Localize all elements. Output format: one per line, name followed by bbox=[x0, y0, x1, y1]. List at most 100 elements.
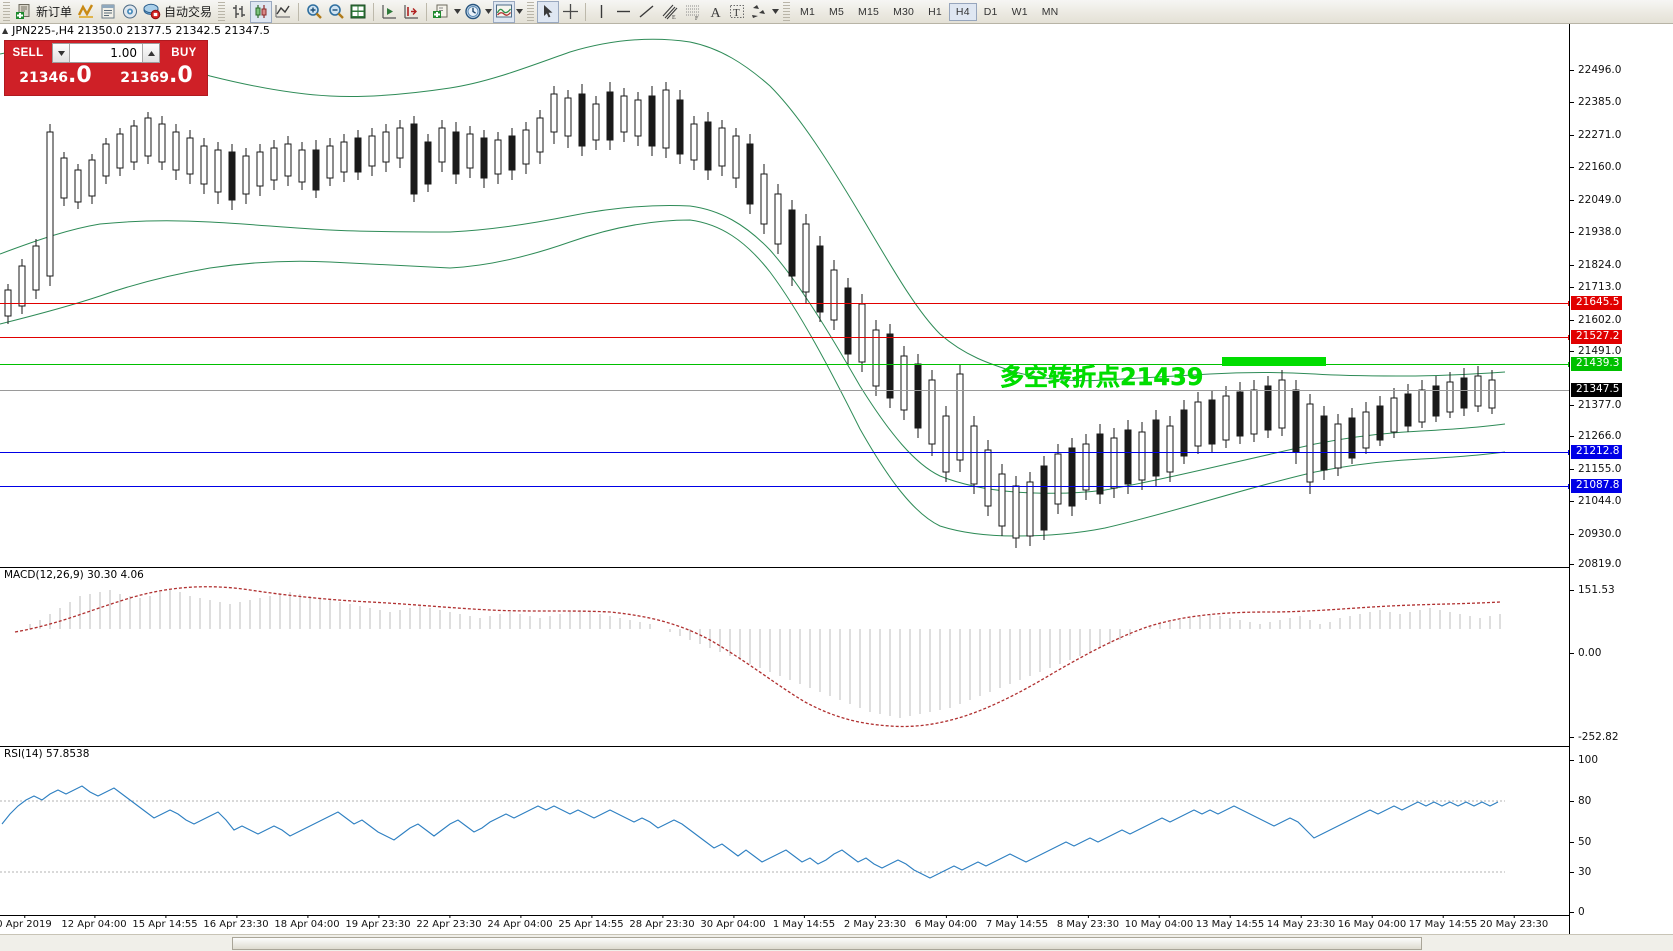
timeframe-m5[interactable]: M5 bbox=[829, 5, 845, 18]
fibonacci-icon[interactable]: F bbox=[681, 1, 704, 23]
level-line-21527[interactable] bbox=[0, 335, 1573, 340]
data-window-icon[interactable] bbox=[97, 1, 119, 23]
time-tick: 18 Apr 04:00 bbox=[274, 915, 340, 930]
text-icon[interactable]: A bbox=[704, 1, 726, 23]
text-label-icon[interactable]: T bbox=[726, 1, 748, 23]
buy-price-decimal: .0 bbox=[169, 63, 193, 88]
sell-price-integer: 21346 bbox=[19, 70, 69, 86]
candlestick-chart-icon[interactable] bbox=[250, 0, 273, 23]
toolbar-grip-4[interactable] bbox=[783, 1, 791, 22]
price-badge-last: 21347.5 bbox=[1571, 383, 1623, 397]
shapes-icon[interactable] bbox=[748, 1, 771, 23]
one-click-trading-top-row: SELL 1.00 BUY bbox=[5, 41, 207, 65]
macd-axis-tick: 0.00 bbox=[1570, 647, 1601, 659]
period-dropdown-caret-icon[interactable] bbox=[484, 9, 493, 14]
line-chart-icon[interactable] bbox=[272, 1, 294, 23]
scrollbar-thumb[interactable] bbox=[232, 937, 1422, 950]
volume-decrease-icon[interactable] bbox=[53, 44, 70, 62]
equidistant-channel-icon[interactable]: E bbox=[658, 1, 681, 23]
macd-pane-separator bbox=[0, 567, 1569, 568]
level-line-21439[interactable] bbox=[0, 362, 1573, 367]
price-badge-resistance-1: 21527.2 bbox=[1571, 330, 1623, 344]
zoom-in-icon[interactable] bbox=[303, 1, 325, 23]
cursor-icon[interactable] bbox=[537, 0, 560, 23]
volume-stepper[interactable]: 1.00 bbox=[52, 43, 160, 63]
indicator-list-icon[interactable] bbox=[75, 1, 97, 23]
timeframe-h4[interactable]: H4 bbox=[948, 2, 977, 21]
axis-tick: 22496.0 bbox=[1570, 64, 1621, 76]
period-icon[interactable] bbox=[462, 1, 484, 23]
shift-end-icon[interactable] bbox=[378, 1, 400, 23]
new-order-label[interactable]: 新订单 bbox=[36, 5, 73, 19]
templates-icon[interactable] bbox=[431, 1, 453, 23]
time-tick: 10 May 04:00 bbox=[1124, 915, 1194, 930]
trendline-icon[interactable] bbox=[635, 1, 658, 23]
timeframe-m1[interactable]: M1 bbox=[800, 5, 816, 18]
sell-button[interactable]: SELL bbox=[12, 47, 44, 59]
time-tick: 8 May 23:30 bbox=[1056, 915, 1120, 930]
chart-window[interactable]: ▲ JPN225-,H4 21350.0 21377.5 21342.5 213… bbox=[0, 24, 1673, 951]
annotation-text[interactable]: 多空转折点21439 bbox=[1000, 363, 1204, 391]
zoom-out-icon[interactable] bbox=[325, 1, 347, 23]
rsi-axis-tick: 50 bbox=[1570, 836, 1591, 848]
chart-header-text: JPN225-,H4 21350.0 21377.5 21342.5 21347… bbox=[12, 24, 270, 37]
buy-button[interactable]: BUY bbox=[171, 47, 197, 59]
macd-histogram bbox=[29, 590, 1501, 718]
templates-dropdown-caret-icon[interactable] bbox=[453, 9, 462, 14]
axis-tick: 21602.0 bbox=[1570, 314, 1621, 326]
one-click-trading-panel[interactable]: SELL 1.00 BUY 21346 .0 bbox=[4, 40, 208, 96]
timeframe-m30[interactable]: M30 bbox=[893, 5, 915, 18]
macd-pane-label: MACD(12,26,9) 30.30 4.06 bbox=[4, 569, 144, 581]
time-tick: 14 May 23:30 bbox=[1266, 915, 1336, 930]
axis-tick: 21377.0 bbox=[1570, 399, 1621, 411]
chart-collapse-icon[interactable]: ▲ bbox=[2, 26, 9, 35]
timeframe-d1[interactable]: D1 bbox=[983, 5, 998, 18]
time-tick: 28 Apr 23:30 bbox=[629, 915, 695, 930]
axis-tick: 21044.0 bbox=[1570, 495, 1621, 507]
vline-icon[interactable] bbox=[590, 1, 612, 23]
rsi-pane-separator bbox=[0, 746, 1569, 747]
auto-trading-label[interactable]: 自动交易 bbox=[164, 5, 213, 19]
timeframe-m15[interactable]: M15 bbox=[858, 5, 880, 18]
volume-input[interactable]: 1.00 bbox=[110, 46, 137, 60]
level-line-21087[interactable] bbox=[0, 484, 1573, 489]
timeframe-h1[interactable]: H1 bbox=[928, 5, 942, 18]
time-tick: 1 May 14:55 bbox=[772, 915, 836, 930]
macd-axis-tick: 151.53 bbox=[1570, 584, 1615, 596]
new-order-icon[interactable] bbox=[13, 1, 35, 23]
volume-increase-icon[interactable] bbox=[142, 44, 159, 62]
auto-trading-icon[interactable] bbox=[141, 1, 163, 23]
tile-windows-icon[interactable] bbox=[347, 1, 369, 23]
crosshair-icon[interactable] bbox=[559, 1, 581, 23]
price-axis[interactable]: 22496.0 22385.0 22271.0 22160.0 22049.0 … bbox=[1569, 24, 1673, 951]
indicators-dropdown-caret-icon[interactable] bbox=[515, 9, 524, 14]
chart-header: ▲ JPN225-,H4 21350.0 21377.5 21342.5 213… bbox=[0, 24, 270, 37]
svg-text:E: E bbox=[672, 15, 676, 20]
hline-icon[interactable] bbox=[612, 1, 635, 23]
time-tick: 19 Apr 23:30 bbox=[345, 915, 411, 930]
svg-text:F: F bbox=[695, 16, 699, 20]
shapes-dropdown-caret-icon[interactable] bbox=[771, 9, 780, 14]
price-badge-support-2: 21087.8 bbox=[1571, 479, 1623, 493]
time-axis[interactable]: 0 Apr 2019 12 Apr 04:00 15 Apr 14:55 16 … bbox=[0, 915, 1569, 933]
level-line-21212[interactable] bbox=[0, 450, 1573, 455]
toolbar-grip[interactable] bbox=[3, 1, 10, 22]
sell-price[interactable]: 21346 .0 bbox=[6, 65, 105, 95]
toolbar-grip-3[interactable] bbox=[527, 1, 535, 22]
level-line-21645[interactable] bbox=[0, 301, 1573, 306]
annotation-highlight-bar[interactable] bbox=[1222, 357, 1326, 366]
timeframe-w1[interactable]: W1 bbox=[1011, 5, 1028, 18]
buy-price[interactable]: 21369 .0 bbox=[107, 65, 206, 95]
bar-chart-icon[interactable] bbox=[228, 1, 250, 23]
indicators-icon[interactable] bbox=[493, 0, 516, 23]
axis-tick: 21938.0 bbox=[1570, 226, 1621, 238]
autoscroll-icon[interactable] bbox=[400, 1, 422, 23]
time-tick: 25 Apr 14:55 bbox=[558, 915, 624, 930]
horizontal-scrollbar[interactable] bbox=[0, 934, 1673, 951]
toolbar-grip-2[interactable] bbox=[218, 1, 226, 22]
timeframe-mn[interactable]: MN bbox=[1041, 5, 1059, 18]
time-tick: 6 May 04:00 bbox=[914, 915, 978, 930]
navigator-icon[interactable] bbox=[119, 1, 141, 23]
time-tick: 13 May 14:55 bbox=[1195, 915, 1265, 930]
